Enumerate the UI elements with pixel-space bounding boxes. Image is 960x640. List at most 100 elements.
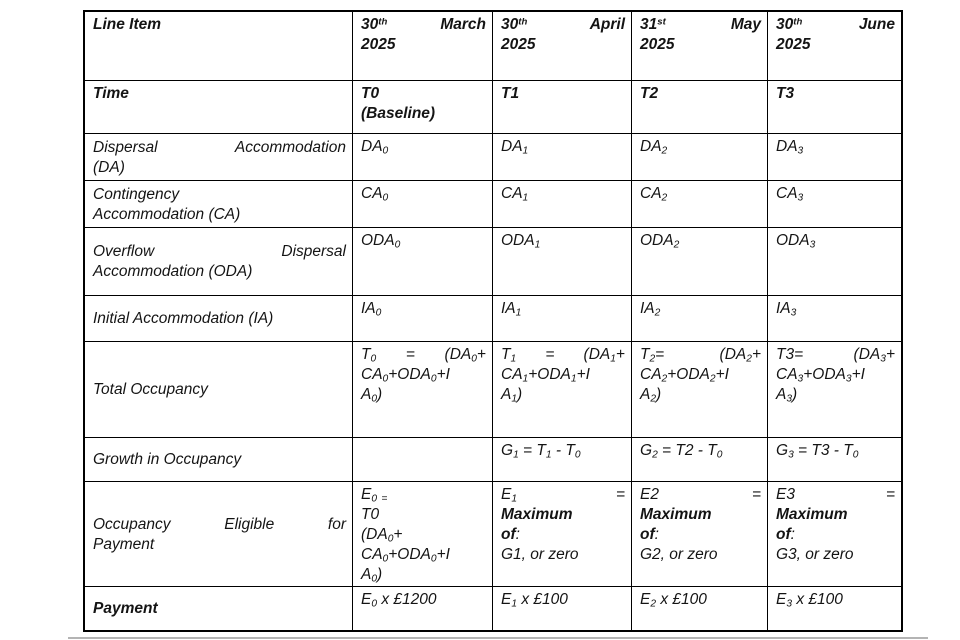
table-row-time: Time T0 (Baseline) T1 T2 T3 bbox=[85, 81, 901, 134]
text-line: CA3 bbox=[776, 185, 804, 204]
text-line: T3 bbox=[776, 85, 795, 102]
text-line: E2 = bbox=[640, 485, 761, 505]
text-line: G2, or zero bbox=[640, 546, 718, 563]
cell-total-occupancy-march-2025: T0 = (DA0+ CA0+ODA0+I A0) bbox=[353, 342, 493, 437]
cell-payment-line-item: Payment bbox=[85, 587, 353, 630]
text-line: CA1 bbox=[501, 185, 529, 204]
text-line: ODA0 bbox=[361, 232, 401, 251]
text-line: DA3 bbox=[776, 138, 804, 157]
text-line: 30th March bbox=[361, 15, 486, 35]
text-line: Line Item bbox=[93, 16, 162, 33]
cell-occupancy-eligible-for-payment-april-2025: E1 = Maximum of: G1, or zero bbox=[493, 482, 632, 586]
cell-overflow-dispersal-accommodation-june-2025: ODA3 bbox=[768, 228, 901, 295]
text-line: IA2 bbox=[640, 300, 661, 319]
cell-growth-in-occupancy-june-2025: G3 = T3 - T0 bbox=[768, 438, 901, 481]
text-line: Maximum bbox=[776, 506, 848, 523]
text-line: E1 x £100 bbox=[501, 591, 568, 610]
text-segment: April bbox=[589, 16, 625, 33]
text-line: CA1+ODA1+I bbox=[501, 366, 590, 385]
text-line: Occupancy Eligible for bbox=[93, 515, 346, 535]
cell-payment-june-2025: E3 x £100 bbox=[768, 587, 901, 630]
text-line: (Baseline) bbox=[361, 105, 436, 122]
text-line: Accommodation (CA) bbox=[93, 205, 241, 223]
text-line: of: bbox=[501, 526, 520, 543]
text-line: T2 bbox=[640, 85, 659, 102]
text-line: G1, or zero bbox=[501, 546, 579, 563]
text-line: G1 = T1 - T0 bbox=[501, 442, 581, 461]
text-segment: 31st bbox=[640, 16, 666, 33]
text-segment: E2 bbox=[640, 486, 659, 503]
text-line: T0 bbox=[361, 506, 380, 523]
cell-header-dates-april-2025: 30th April 2025 bbox=[493, 12, 632, 80]
text-line: T2= (DA2+ bbox=[640, 345, 761, 365]
cell-growth-in-occupancy-may-2025: G2 = T2 - T0 bbox=[632, 438, 768, 481]
text-line: A2) bbox=[640, 386, 662, 405]
text-line: (DA) bbox=[93, 158, 125, 176]
cell-occupancy-eligible-for-payment-may-2025: E2 = Maximum of: G2, or zero bbox=[632, 482, 768, 586]
cell-total-occupancy-line-item: Total Occupancy bbox=[85, 342, 353, 437]
cell-contingency-accommodation-line-item: Contingency Accommodation (CA) bbox=[85, 181, 353, 227]
table-row-occupancy-eligible-for-payment: Occupancy Eligible for Payment E0 = T0 (DA0+ CA… bbox=[85, 482, 901, 587]
text-line: IA1 bbox=[501, 300, 522, 319]
text-segment: (DA2+ bbox=[719, 346, 761, 365]
text-segment: 30th bbox=[776, 16, 803, 33]
cell-initial-accommodation-line-item: Initial Accommodation (IA) bbox=[85, 296, 353, 341]
cell-time-april-2025: T1 bbox=[493, 81, 632, 133]
text-line: (DA0+ bbox=[361, 526, 403, 545]
cell-dispersal-accommodation-march-2025: DA0 bbox=[353, 134, 493, 180]
table-row-header-dates: Line Item 30th March 2025 30th April 2025 31st M… bbox=[85, 12, 901, 81]
text-line: DA1 bbox=[501, 138, 529, 157]
text-line: Maximum bbox=[640, 506, 712, 523]
text-line: Initial Accommodation (IA) bbox=[93, 310, 274, 327]
page-edge-line bbox=[68, 637, 928, 639]
text-segment: (DA0+ bbox=[444, 346, 486, 365]
text-segment: = bbox=[751, 486, 761, 503]
text-line: E3 = bbox=[776, 485, 895, 505]
text-line: Time bbox=[93, 85, 129, 102]
occupancy-payment-schedule-table: Line Item 30th March 2025 30th April 2025 31st M… bbox=[83, 10, 903, 632]
text-segment: March bbox=[440, 16, 486, 33]
text-line: 30th April bbox=[501, 15, 625, 35]
text-segment: T0 bbox=[361, 346, 377, 365]
text-line: G3, or zero bbox=[776, 546, 854, 563]
text-segment: (DA1+ bbox=[583, 346, 625, 365]
text-line: ODA1 bbox=[501, 232, 541, 251]
text-line: G3 = T3 - T0 bbox=[776, 442, 859, 461]
cell-contingency-accommodation-may-2025: CA2 bbox=[632, 181, 768, 227]
cell-overflow-dispersal-accommodation-april-2025: ODA1 bbox=[493, 228, 632, 295]
text-segment: Eligible bbox=[224, 515, 275, 533]
cell-time-may-2025: T2 bbox=[632, 81, 768, 133]
text-segment: June bbox=[858, 16, 895, 33]
text-line: IA0 bbox=[361, 300, 382, 319]
cell-occupancy-eligible-for-payment-march-2025: E0 = T0 (DA0+ CA0+ODA0+I A0) bbox=[353, 482, 493, 586]
text-line: ODA3 bbox=[776, 232, 816, 251]
text-segment: (DA3+ bbox=[853, 346, 895, 365]
text-line: A3) bbox=[776, 386, 798, 405]
text-line: ODA2 bbox=[640, 232, 680, 251]
text-segment: = bbox=[885, 486, 895, 503]
cell-dispersal-accommodation-may-2025: DA2 bbox=[632, 134, 768, 180]
text-line: CA3+ODA3+I bbox=[776, 366, 865, 385]
text-line: CA0 bbox=[361, 185, 389, 204]
text-line: 2025 bbox=[361, 36, 396, 53]
cell-header-dates-march-2025: 30th March 2025 bbox=[353, 12, 493, 80]
text-line: 2025 bbox=[501, 36, 536, 53]
text-line: CA0+ODA0+I bbox=[361, 366, 450, 385]
text-line: Maximum bbox=[501, 506, 573, 523]
cell-time-march-2025: T0 (Baseline) bbox=[353, 81, 493, 133]
text-line: 2025 bbox=[776, 36, 811, 53]
text-segment: T2= bbox=[640, 346, 665, 365]
table-row-contingency-accommodation: Contingency Accommodation (CA) CA0 CA1 CA2 CA… bbox=[85, 181, 901, 228]
text-segment: = bbox=[405, 346, 415, 363]
text-line: DA0 bbox=[361, 138, 389, 157]
text-line: G2 = T2 - T0 bbox=[640, 442, 723, 461]
text-line: E0 x £1200 bbox=[361, 591, 437, 610]
text-line: E1 = bbox=[501, 485, 625, 505]
text-segment: for bbox=[327, 515, 346, 533]
cell-header-dates-june-2025: 30th June 2025 bbox=[768, 12, 901, 80]
cell-payment-march-2025: E0 x £1200 bbox=[353, 587, 493, 630]
text-line: of: bbox=[640, 526, 659, 543]
cell-growth-in-occupancy-march-2025 bbox=[353, 438, 493, 481]
table-row-growth-in-occupancy: Growth in Occupancy G1 = T1 - T0 G2 = T2 -… bbox=[85, 438, 901, 482]
text-line: Payment bbox=[93, 535, 155, 553]
